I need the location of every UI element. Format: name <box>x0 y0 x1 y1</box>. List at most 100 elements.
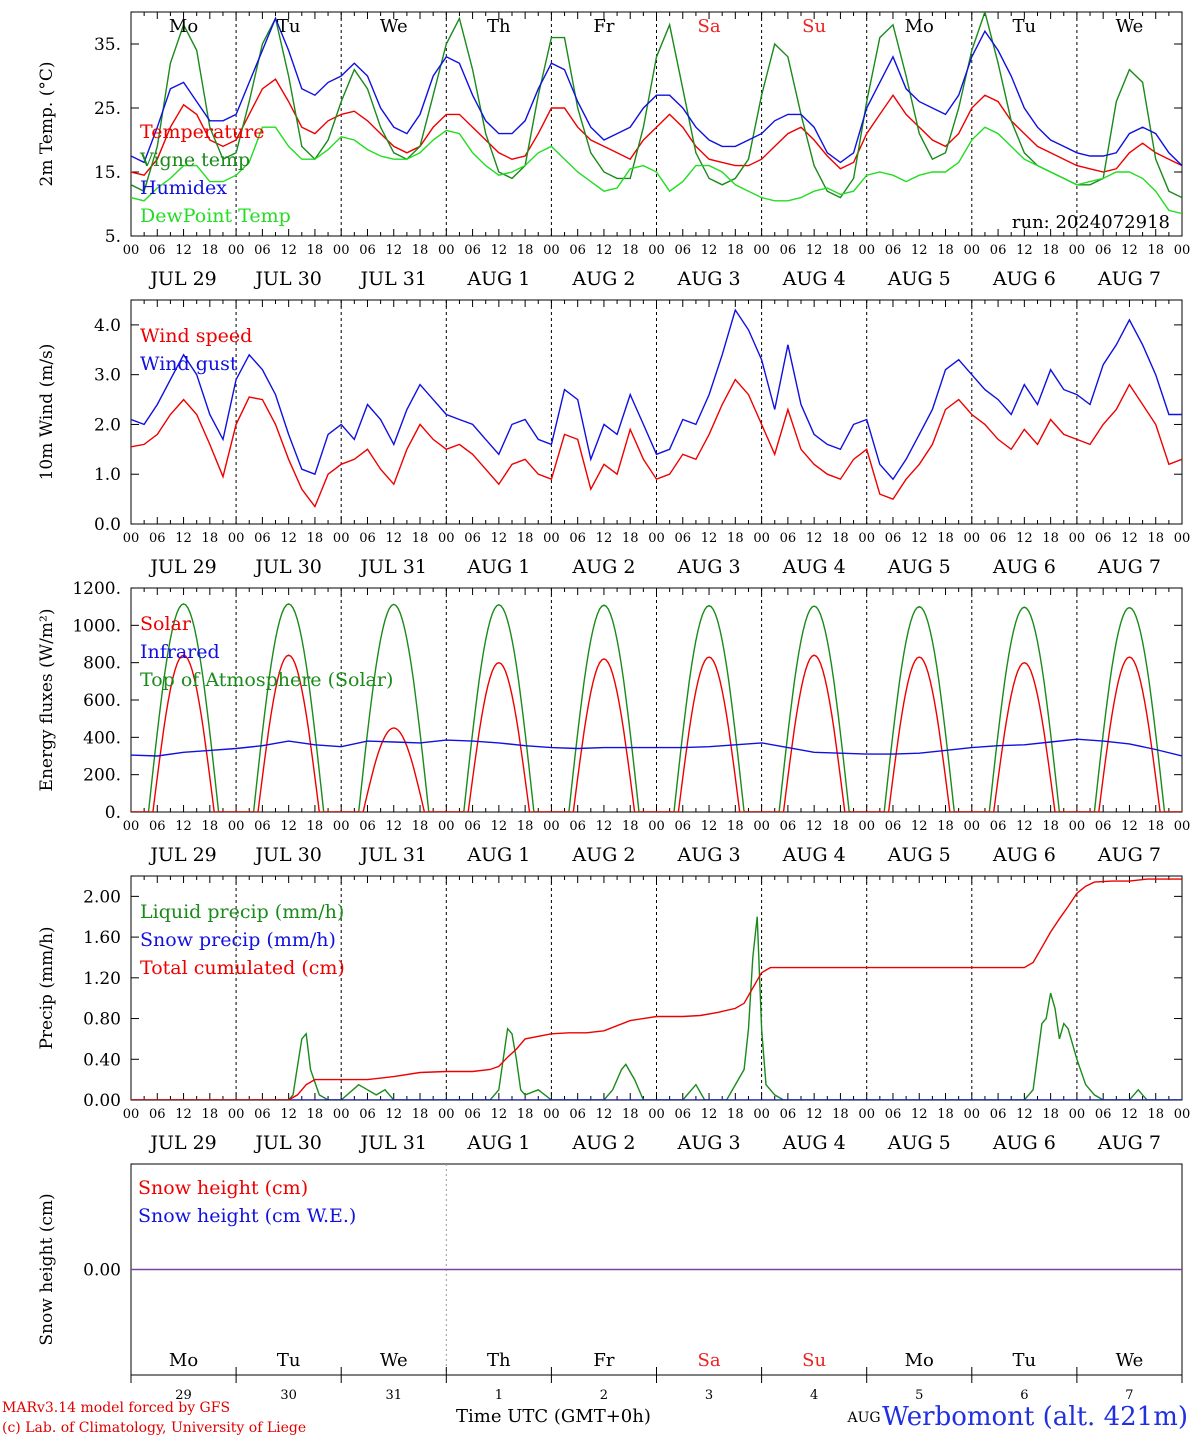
hour-tick-label: 06 <box>359 819 376 834</box>
y-tick-label: 1200. <box>72 579 121 599</box>
hour-tick-label: 06 <box>359 243 376 258</box>
hour-tick-label: 06 <box>464 819 481 834</box>
hour-tick-label: 12 <box>1016 819 1033 834</box>
day-of-week-label: Mo <box>169 1350 198 1371</box>
day-number-label: 6 <box>1020 1388 1028 1403</box>
y-axis-label: Precip (mm/h) <box>37 926 57 1049</box>
day-of-week-label: Fr <box>593 1350 614 1371</box>
hour-tick-label: 06 <box>885 1107 902 1122</box>
day-number-label: 3 <box>705 1388 713 1403</box>
hour-tick-label: 18 <box>622 531 639 546</box>
legend-entry: Total cumulated (cm) <box>140 957 345 979</box>
date-label: JUL 29 <box>148 556 216 578</box>
date-label: AUG 7 <box>1097 268 1161 290</box>
hour-tick-label: 12 <box>385 243 402 258</box>
hour-tick-label: 00 <box>123 819 140 834</box>
y-tick-label: 400. <box>83 728 121 748</box>
hour-tick-label: 12 <box>1016 1107 1033 1122</box>
series-line-temperature <box>131 78 1182 176</box>
hour-tick-label: 18 <box>622 243 639 258</box>
date-label: AUG 5 <box>887 268 951 290</box>
date-label: AUG 4 <box>782 844 846 866</box>
hour-tick-label: 00 <box>1174 243 1191 258</box>
day-of-week-label: Th <box>487 1350 511 1371</box>
hour-tick-label: 12 <box>491 243 508 258</box>
hour-tick-label: 18 <box>937 531 954 546</box>
hour-tick-label: 18 <box>412 531 429 546</box>
month-label: AUG <box>846 1410 880 1426</box>
series-line-top-of-atmosphere-solar- <box>131 603 1182 812</box>
hour-tick-label: 12 <box>280 1107 297 1122</box>
legend-entry: Snow height (cm W.E.) <box>138 1205 356 1227</box>
hour-tick-label: 12 <box>175 243 192 258</box>
y-tick-label: 25. <box>94 99 121 119</box>
hour-tick-label: 18 <box>1042 531 1059 546</box>
hour-tick-label: 00 <box>1069 1107 1086 1122</box>
legend-entry: Top of Atmosphere (Solar) <box>140 669 393 691</box>
hour-tick-label: 18 <box>832 819 849 834</box>
hour-tick-label: 06 <box>990 1107 1007 1122</box>
y-tick-label: 3.0 <box>94 366 121 386</box>
hour-tick-label: 06 <box>1095 243 1112 258</box>
hour-tick-label: 12 <box>806 1107 823 1122</box>
hour-tick-label: 18 <box>202 531 219 546</box>
hour-tick-label: 12 <box>1016 243 1033 258</box>
hour-tick-label: 18 <box>832 531 849 546</box>
hour-tick-label: 12 <box>1121 819 1138 834</box>
hour-tick-label: 06 <box>359 531 376 546</box>
hour-tick-label: 06 <box>780 243 797 258</box>
date-label: AUG 6 <box>992 556 1056 578</box>
hour-tick-label: 06 <box>1095 531 1112 546</box>
hour-tick-label: 00 <box>1174 531 1191 546</box>
day-of-week-label: Tu <box>277 16 301 37</box>
hour-tick-label: 12 <box>701 819 718 834</box>
day-of-week-label: Su <box>802 1350 826 1371</box>
hour-tick-label: 18 <box>307 819 324 834</box>
day-of-week-label: Fr <box>593 16 614 37</box>
hour-tick-label: 00 <box>123 1107 140 1122</box>
hour-tick-label: 06 <box>464 531 481 546</box>
plot-frame <box>130 11 1183 237</box>
y-tick-label: 15. <box>94 163 121 183</box>
hour-tick-label: 00 <box>648 243 665 258</box>
date-label: JUL 31 <box>359 268 427 290</box>
hour-tick-label: 12 <box>596 243 613 258</box>
day-number-label: 4 <box>810 1388 818 1403</box>
hour-tick-label: 12 <box>491 819 508 834</box>
date-label: AUG 6 <box>992 1132 1056 1154</box>
hour-tick-label: 06 <box>675 819 692 834</box>
y-tick-label: 800. <box>83 654 121 674</box>
day-of-week-label: Tu <box>1013 16 1037 37</box>
hour-tick-label: 06 <box>990 819 1007 834</box>
plot-frame <box>130 587 1183 813</box>
hour-tick-label: 06 <box>569 1107 586 1122</box>
hour-tick-label: 12 <box>491 1107 508 1122</box>
hour-tick-label: 06 <box>569 531 586 546</box>
date-label: JUL 31 <box>359 844 427 866</box>
hour-tick-label: 18 <box>202 1107 219 1122</box>
day-of-week-label: Sa <box>698 1350 721 1371</box>
legend-entry: Wind speed <box>140 325 252 347</box>
series-line-liquid-precip-mm-h- <box>131 916 1182 1100</box>
hour-tick-label: 18 <box>622 1107 639 1122</box>
series-group <box>131 308 1182 509</box>
day-number-label: 30 <box>280 1388 297 1403</box>
date-label: AUG 6 <box>992 844 1056 866</box>
hour-tick-label: 12 <box>175 531 192 546</box>
legend-entry: Liquid precip (mm/h) <box>140 901 344 923</box>
hour-tick-label: 18 <box>307 1107 324 1122</box>
hour-tick-label: 06 <box>254 1107 271 1122</box>
date-label: JUL 30 <box>253 268 321 290</box>
hour-tick-label: 00 <box>123 531 140 546</box>
hour-tick-label: 18 <box>1042 819 1059 834</box>
date-label: AUG 2 <box>571 844 635 866</box>
footer-lab-credit: (c) Lab. of Climatology, University of L… <box>2 1420 307 1436</box>
hour-tick-label: 06 <box>1095 819 1112 834</box>
date-label: JUL 31 <box>359 1132 427 1154</box>
run-label: run: 2024072918 <box>1012 212 1170 233</box>
day-of-week-label: Tu <box>1013 1350 1037 1371</box>
hour-tick-label: 06 <box>149 243 166 258</box>
y-tick-label: 35. <box>94 35 121 55</box>
hour-tick-label: 00 <box>858 531 875 546</box>
date-label: AUG 2 <box>571 1132 635 1154</box>
